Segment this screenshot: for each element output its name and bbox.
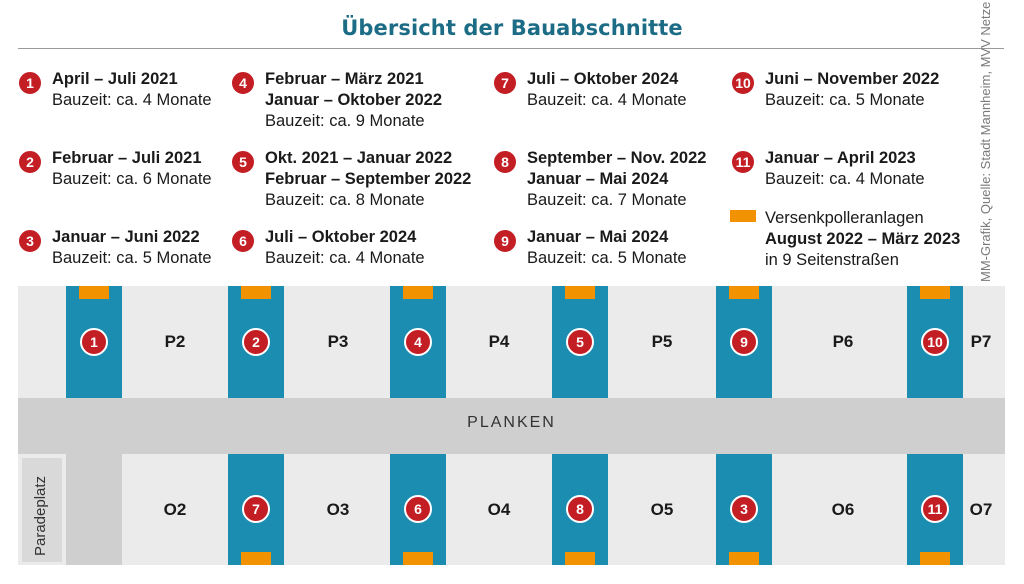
title-divider [18,48,1004,49]
block-label: O7 [969,500,993,519]
poller-marker [729,552,759,565]
segment-number-badge: 9 [730,328,758,356]
block-label: P6 [832,332,854,351]
phase-dates: Okt. 2021 – Januar 2022 [265,149,453,167]
block-label: O4 [487,500,511,519]
phase-entry: Januar – Mai 2024 Bauzeit: ca. 5 Monate [527,227,687,269]
phase-number-badge: 10 [730,70,756,96]
phase-entry: Februar – Juli 2021 Bauzeit: ca. 6 Monate [52,148,212,190]
segment-number-badge: 7 [242,495,270,523]
phase-dates: April – Juli 2021 [52,70,178,88]
phase-dates: September – Nov. 2022 [527,149,707,167]
phase-number-badge: 1 [17,70,43,96]
segment-number-badge: 2 [242,328,270,356]
planken-street [18,398,1005,454]
poller-marker [79,286,109,299]
segment-number-badge: 10 [921,328,949,356]
poller-legend: Versenkpolleranlagen August 2022 – März … [765,208,960,271]
phase-duration: Bauzeit: ca. 6 Monate [52,170,212,188]
phase-entry: Januar – Juni 2022 Bauzeit: ca. 5 Monate [52,227,212,269]
phase-entry: Juli – Oktober 2024 Bauzeit: ca. 4 Monate [527,69,687,111]
block-label: P3 [327,332,349,351]
phase-dates: Januar – Oktober 2022 [265,91,443,109]
poller-marker [403,286,433,299]
phase-number-badge: 3 [17,228,43,254]
phase-number-badge: 6 [230,228,256,254]
block-label: P4 [488,332,510,351]
phase-entry: Juli – Oktober 2024 Bauzeit: ca. 4 Monate [265,227,425,269]
legend-line: August 2022 – März 2023 [765,230,961,248]
block-label: O6 [831,500,855,519]
phase-duration: Bauzeit: ca. 9 Monate [265,112,425,130]
phase-duration: Bauzeit: ca. 8 Monate [265,191,425,209]
phase-duration: Bauzeit: ca. 5 Monate [52,249,212,267]
poller-marker [241,552,271,565]
phase-dates: Juli – Oktober 2024 [527,70,679,88]
block-label: O2 [163,500,187,519]
segment-number-badge: 6 [404,495,432,523]
block-label: O3 [326,500,350,519]
phase-duration: Bauzeit: ca. 4 Monate [265,249,425,267]
segment-number-badge: 8 [566,495,594,523]
phase-dates: Juni – November 2022 [765,70,940,88]
poller-marker [729,286,759,299]
block-label: P7 [970,332,992,351]
poller-legend-swatch [730,210,756,222]
poller-marker [565,552,595,565]
paradeplatz: Paradeplatz [22,458,62,562]
planken-label: PLANKEN [467,414,556,431]
block-label: O5 [650,500,674,519]
segment-number-badge: 1 [80,328,108,356]
phase-dates: Januar – Mai 2024 [527,228,669,246]
phase-dates: Januar – April 2023 [765,149,916,167]
phase-number-badge: 5 [230,149,256,175]
phase-entry: April – Juli 2021 Bauzeit: ca. 4 Monate [52,69,212,111]
phase-dates: Januar – Mai 2024 [527,170,669,188]
phase-dates: Februar – September 2022 [265,170,472,188]
phase-number-badge: 8 [492,149,518,175]
segment-number-badge: 4 [404,328,432,356]
graphic-title: Übersicht der Bauabschnitte [341,16,683,40]
phase-duration: Bauzeit: ca. 5 Monate [765,91,925,109]
phase-entry: Juni – November 2022 Bauzeit: ca. 5 Monat… [765,69,939,111]
segment-number-badge: 3 [730,495,758,523]
source-credit: MM-Grafik, Quelle: Stadt Mannheim, MVV N… [978,2,1000,282]
phase-entry: September – Nov. 2022 Januar – Mai 2024 Ba… [527,148,706,211]
phase-dates: Januar – Juni 2022 [52,228,200,246]
phase-dates: Februar – Juli 2021 [52,149,202,167]
phase-number-badge: 11 [730,149,756,175]
paradeplatz-label: Paradeplatz [32,475,49,556]
legend-line: in 9 Seitenstraßen [765,251,899,269]
phase-duration: Bauzeit: ca. 4 Monate [765,170,925,188]
phase-duration: Bauzeit: ca. 7 Monate [527,191,687,209]
phase-entry: Januar – April 2023 Bauzeit: ca. 4 Monate [765,148,925,190]
phase-number-badge: 9 [492,228,518,254]
block-label: P5 [651,332,673,351]
phase-duration: Bauzeit: ca. 4 Monate [52,91,212,109]
poller-marker [565,286,595,299]
phase-duration: Bauzeit: ca. 4 Monate [527,91,687,109]
phase-dates: Juli – Oktober 2024 [265,228,417,246]
phase-dates: Februar – März 2021 [265,70,424,88]
block-label: P2 [164,332,186,351]
legend-line: Versenkpolleranlagen [765,209,924,227]
phase-duration: Bauzeit: ca. 5 Monate [527,249,687,267]
phase-entry: Februar – März 2021 Januar – Oktober 2022… [265,69,442,132]
phase-number-badge: 2 [17,149,43,175]
phase-entry: Okt. 2021 – Januar 2022 Februar – Septemb… [265,148,471,211]
phase-number-badge: 7 [492,70,518,96]
source-credit-text: MM-Grafik, Quelle: Stadt Mannheim, MVV N… [978,1,993,282]
poller-marker [920,286,950,299]
poller-marker [403,552,433,565]
side-street [66,454,122,565]
poller-marker [920,552,950,565]
segment-number-badge: 5 [566,328,594,356]
segment-number-badge: 11 [921,495,949,523]
phase-number-badge: 4 [230,70,256,96]
poller-marker [241,286,271,299]
